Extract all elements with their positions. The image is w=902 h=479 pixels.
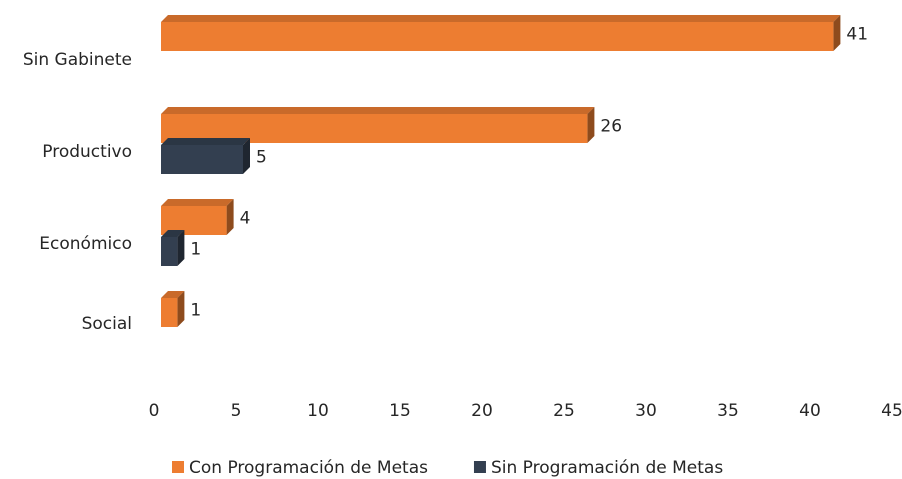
y-tick-label: Sin Gabinete [23,50,132,70]
bar-side [587,107,595,143]
bar-top [161,15,841,22]
x-tick-label: 40 [799,401,821,421]
legend-label: Sin Programación de Metas [491,458,723,478]
bar-side [243,138,250,174]
x-tick-label: 15 [389,401,411,421]
bar-top [161,107,595,114]
legend-swatch [473,461,486,473]
x-tick-label: 45 [881,401,902,421]
y-tick-label: Social [82,314,132,334]
data-label: 5 [256,148,267,168]
bar-side [177,291,185,327]
bar-side [833,15,841,51]
bar-group [161,230,185,266]
bar-side [177,230,185,266]
bar-group [161,138,250,174]
x-tick-label: 0 [149,401,160,421]
bar [161,145,243,174]
x-tick-label: 30 [635,401,657,421]
data-label: 26 [600,117,622,137]
legend-label: Con Programación de Metas [189,458,428,478]
y-tick-label: Económico [39,234,132,254]
bar [161,22,834,51]
bar-group [161,15,841,51]
bar [161,298,178,327]
x-tick-label: 35 [717,401,739,421]
data-label: 4 [240,209,251,229]
bar-group [161,291,185,327]
bar [161,237,178,266]
data-label: 1 [190,301,201,321]
x-tick-label: 20 [471,401,493,421]
x-tick-label: 25 [553,401,575,421]
bar-top [161,199,234,206]
bar-top [161,230,185,237]
data-label: 1 [190,240,201,260]
bar-top [161,291,185,298]
x-tick-label: 5 [231,401,242,421]
legend-swatch [172,461,184,473]
bar-side [226,199,234,235]
data-label: 41 [846,25,868,45]
bar-top [161,138,250,145]
bar-group [161,199,234,235]
y-tick-label: Productivo [42,142,132,162]
bar-group [161,107,595,143]
x-tick-label: 10 [307,401,329,421]
